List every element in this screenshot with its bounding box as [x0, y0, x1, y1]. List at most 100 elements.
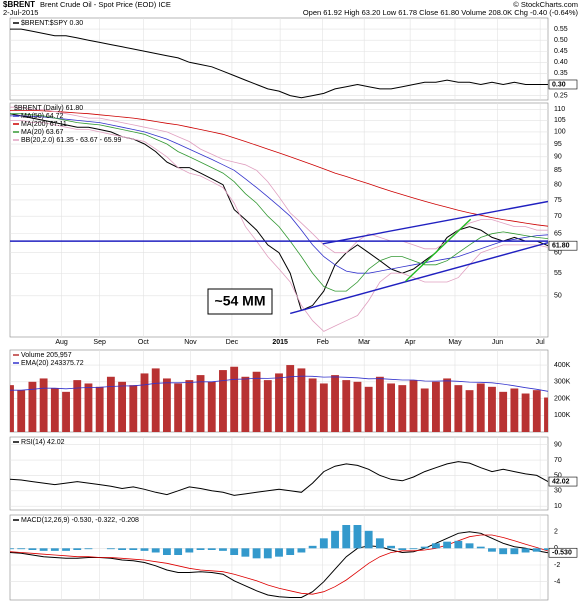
y-tick-label: 0.25 — [554, 92, 568, 99]
bar — [263, 548, 272, 559]
x-tick-label: Jun — [492, 339, 503, 346]
bar — [431, 543, 440, 549]
y-tick-label: 0.35 — [554, 70, 568, 77]
bar — [252, 548, 261, 559]
legend-entry: MA(200) 67.11 — [21, 121, 67, 128]
bar — [286, 365, 295, 432]
bar — [342, 380, 351, 432]
y-tick-label: 90 — [554, 442, 562, 449]
bar — [420, 388, 429, 432]
bar — [331, 375, 339, 432]
trendline — [290, 241, 548, 315]
bar — [319, 538, 328, 549]
y-tick-label: 70 — [554, 213, 562, 220]
bar — [465, 543, 474, 549]
bar — [140, 373, 149, 432]
bar — [342, 525, 351, 549]
x-tick-label: Mar — [358, 339, 371, 346]
bar — [62, 548, 70, 551]
x-tick-label: Feb — [317, 339, 329, 346]
bar — [353, 381, 362, 432]
bar — [454, 385, 463, 432]
x-tick-label: Oct — [138, 339, 149, 346]
y-tick-label: 95 — [554, 141, 562, 148]
bar — [375, 538, 384, 549]
series-line — [10, 120, 548, 332]
annotation: ~54 MM — [215, 293, 266, 309]
bar — [532, 390, 541, 432]
bar — [521, 393, 530, 432]
bar — [532, 548, 541, 552]
bar — [454, 540, 463, 549]
bar — [118, 548, 127, 550]
bar — [510, 548, 519, 555]
bar — [174, 383, 183, 432]
bar — [219, 370, 227, 432]
plot — [10, 106, 548, 332]
end-label: -0.530 — [552, 550, 572, 557]
bar — [196, 375, 205, 432]
bar — [151, 548, 160, 553]
x-tick-label: Dec — [226, 339, 239, 346]
bar — [129, 548, 138, 550]
y-tick-label: 55 — [554, 270, 562, 277]
end-label: 0.30 — [552, 81, 566, 88]
bar — [476, 546, 485, 549]
bar — [196, 548, 205, 550]
bar — [443, 378, 452, 432]
bar — [488, 548, 496, 552]
bar — [409, 548, 418, 550]
bar — [510, 388, 519, 432]
series-line — [10, 534, 548, 595]
y-tick-label: 10 — [554, 503, 562, 510]
bar — [28, 548, 37, 550]
bar — [17, 390, 26, 432]
bar — [129, 385, 138, 432]
series-line — [10, 28, 548, 99]
series-line — [10, 461, 548, 496]
bar — [28, 381, 37, 432]
y-tick-label: 400K — [554, 362, 571, 369]
annotation-box — [207, 288, 273, 315]
bar — [387, 545, 396, 549]
end-label: 61.80 — [552, 243, 570, 250]
bar — [544, 397, 548, 432]
y-tick-label: 0.55 — [554, 26, 568, 33]
bar — [275, 373, 283, 432]
y-tick-label: 80 — [554, 181, 562, 188]
plot — [10, 525, 548, 598]
plot — [10, 365, 548, 432]
y-tick-label: 30 — [554, 488, 562, 495]
end-label-box — [548, 79, 578, 90]
y-tick-label: 60 — [554, 250, 562, 257]
source: © StockCharts.com — [513, 0, 578, 9]
y-tick-label: 0.40 — [554, 59, 568, 66]
legend-entry: MA(50) 64.72 — [21, 113, 64, 120]
series-line — [10, 375, 548, 392]
end-label-box — [548, 476, 578, 487]
date: 2-Jul-2015 — [3, 8, 38, 17]
x-tick-label: Nov — [184, 339, 197, 346]
y-tick-label: 110 — [554, 106, 565, 113]
x-tick-label: Apr — [405, 339, 417, 346]
bar — [39, 378, 48, 432]
bar — [241, 548, 250, 557]
bar — [398, 548, 407, 550]
bar — [162, 548, 171, 555]
legend-entry: BB(20,2.0) 61.35 - 63.67 - 65.99 — [21, 137, 122, 144]
bar — [488, 386, 496, 432]
legend-entry: Volume 205,957 — [21, 352, 72, 359]
bar — [353, 525, 362, 549]
bar — [364, 530, 373, 549]
y-tick-label: 100 — [554, 129, 566, 136]
bar — [241, 376, 250, 432]
y-tick-label: 50 — [554, 293, 562, 300]
x-tick-label: Aug — [55, 339, 68, 346]
bar — [297, 548, 306, 553]
legend-entry: EMA(20) 243375.72 — [21, 360, 84, 367]
bar — [174, 548, 183, 555]
y-tick-label: 50 — [554, 472, 562, 479]
bar — [10, 548, 14, 550]
bar — [17, 548, 26, 550]
